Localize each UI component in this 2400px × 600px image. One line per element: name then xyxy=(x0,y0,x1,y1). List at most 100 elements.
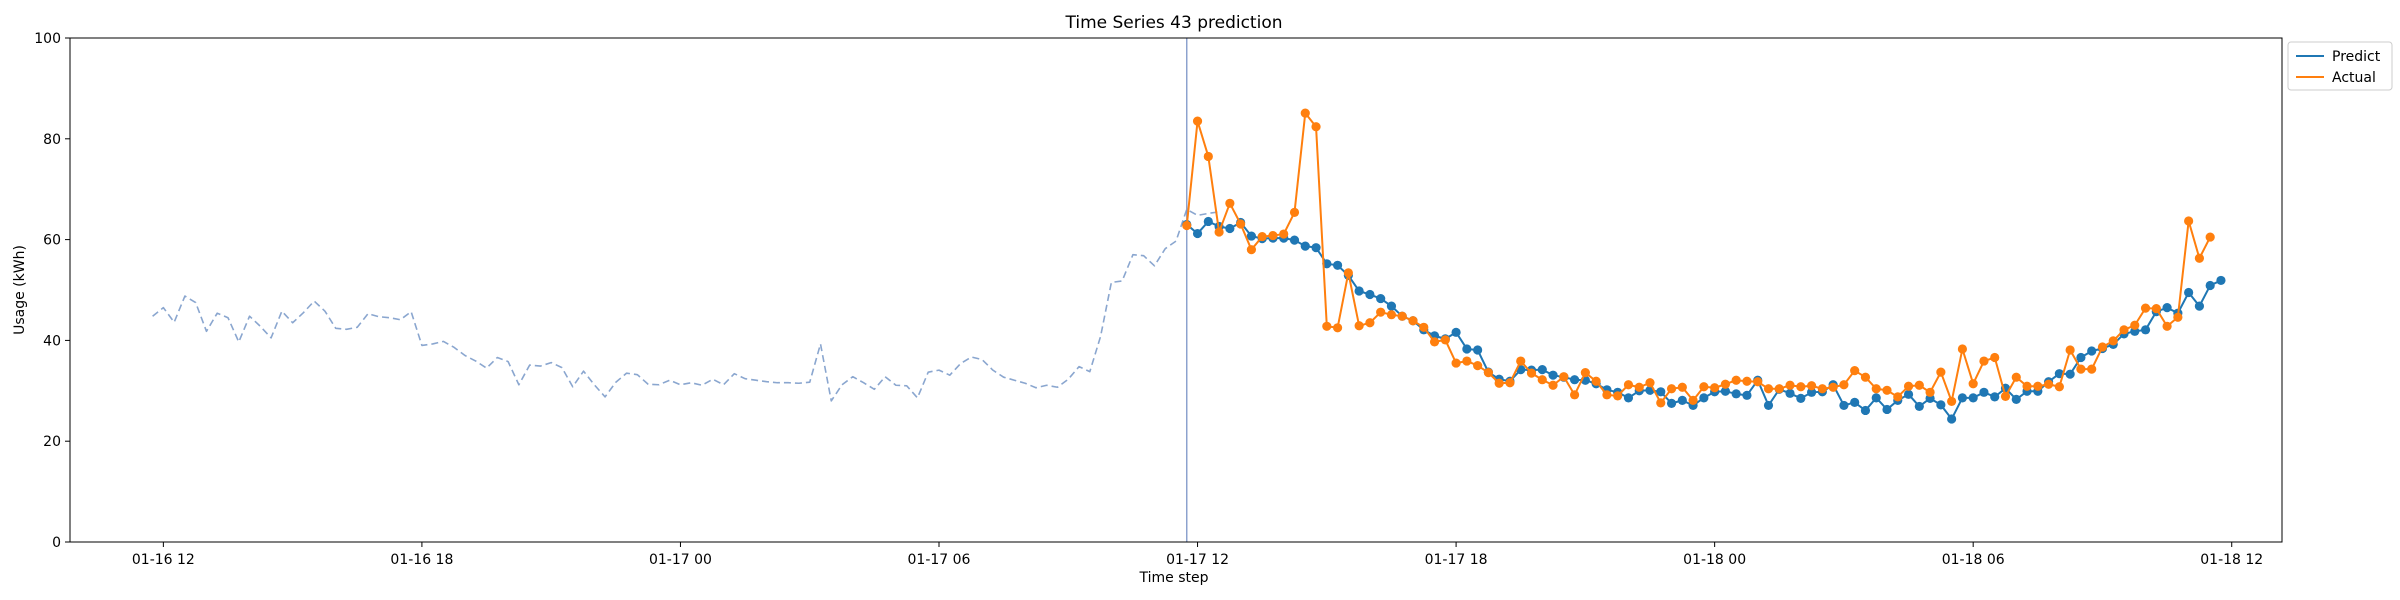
actual-point xyxy=(1246,245,1257,255)
plot-area xyxy=(70,38,2282,542)
predict-point xyxy=(1806,387,1817,397)
predict-point xyxy=(1914,401,1924,412)
actual-point xyxy=(2033,381,2043,391)
actual-point xyxy=(2173,312,2183,322)
predict-point xyxy=(2076,352,2086,363)
actual-point xyxy=(1214,227,1224,237)
y-tick-label: 0 xyxy=(52,535,61,551)
actual-point xyxy=(2011,372,2021,382)
history-line xyxy=(152,208,1220,402)
actual-point xyxy=(1419,322,1429,332)
actual-point xyxy=(1569,390,1580,400)
predict-point xyxy=(1462,344,1472,354)
predict-point xyxy=(1979,387,1989,397)
actual-point xyxy=(1979,356,1989,366)
actual-point xyxy=(1936,367,1946,377)
actual-point xyxy=(1311,122,1321,132)
predict-point xyxy=(1289,235,1300,245)
actual-point xyxy=(2087,364,2097,374)
predict-point xyxy=(1666,398,1677,408)
actual-point xyxy=(2130,320,2140,330)
x-tick-label: 01-18 06 xyxy=(1942,552,2005,568)
predict-point xyxy=(1225,223,1235,234)
predict-point xyxy=(1376,293,1386,304)
actual-point xyxy=(1203,151,1213,162)
predict-point xyxy=(1203,216,1213,227)
predict-point xyxy=(2216,275,2226,286)
predict-point xyxy=(1871,393,1881,403)
actual-point xyxy=(2097,342,2108,352)
predict-point xyxy=(1365,289,1375,300)
actual-point xyxy=(1796,382,1806,392)
actual-point xyxy=(1914,380,1924,390)
legend: Predict Actual xyxy=(2287,41,2393,91)
axes-frame xyxy=(69,37,2283,543)
predict-point xyxy=(1968,393,1978,403)
predict-point xyxy=(1839,400,1849,411)
actual-point xyxy=(1397,311,1407,321)
predict-point xyxy=(1473,345,1483,355)
predict-point xyxy=(2065,369,2075,379)
actual-point xyxy=(1925,387,1935,397)
predict-point xyxy=(1903,389,1914,399)
predict-point xyxy=(1246,231,1257,241)
predict-point xyxy=(1354,286,1364,296)
predict-point xyxy=(1947,414,1957,424)
predict-point xyxy=(2205,280,2215,291)
predict-point xyxy=(1537,365,1547,375)
actual-point xyxy=(2184,216,2194,226)
x-tick-label: 01-17 06 xyxy=(908,552,971,568)
actual-point xyxy=(1473,361,1483,371)
predict-point xyxy=(1785,388,1795,398)
actual-point xyxy=(1903,381,1914,391)
actual-point xyxy=(1623,380,1634,390)
actual-point xyxy=(1462,356,1472,366)
predict-point xyxy=(1936,400,1946,410)
actual-series xyxy=(1182,108,2215,408)
actual-point xyxy=(1763,384,1774,394)
y-axis-label: Usage (kWh) xyxy=(12,245,28,335)
actual-point xyxy=(2054,382,2064,392)
actual-point xyxy=(1440,335,1450,345)
actual-point xyxy=(1289,207,1300,217)
predict-point xyxy=(1311,243,1321,253)
actual-point xyxy=(2151,304,2161,314)
actual-point xyxy=(1548,380,1558,390)
x-tick-label: 01-17 00 xyxy=(649,552,712,568)
actual-point xyxy=(1408,316,1418,326)
actual-point xyxy=(1429,337,1440,347)
actual-point xyxy=(1666,384,1677,394)
predict-point xyxy=(1990,392,2000,402)
actual-point xyxy=(1559,372,1569,382)
predict-point xyxy=(1850,397,1860,407)
predict-point xyxy=(1548,370,1558,380)
actual-point xyxy=(1354,321,1364,331)
x-tick-label: 01-17 12 xyxy=(1166,552,1229,568)
actual-point xyxy=(2119,325,2129,335)
actual-point xyxy=(2000,391,2011,401)
actual-point xyxy=(1279,229,1289,239)
actual-point xyxy=(1839,380,1849,390)
predict-point xyxy=(2011,394,2021,404)
ticks-layer: 0 20 40 60 80 100 01-16 12 01-16 18 01-17 00 01-1… xyxy=(34,31,2263,568)
actual-point xyxy=(1526,368,1537,378)
predict-point xyxy=(1332,260,1343,270)
actual-point xyxy=(1602,390,1612,400)
y-tick-label: 80 xyxy=(43,132,61,148)
actual-point xyxy=(2140,303,2151,313)
actual-point xyxy=(1645,378,1655,388)
actual-point xyxy=(1613,391,1623,401)
predict-point xyxy=(1569,375,1580,385)
actual-point xyxy=(1828,382,1838,392)
predict-point xyxy=(1623,393,1634,403)
x-tick-label: 01-16 12 xyxy=(132,552,195,568)
x-tick-label: 01-16 18 xyxy=(390,552,453,568)
actual-point xyxy=(1871,384,1881,394)
actual-point xyxy=(1990,352,2000,363)
actual-point xyxy=(1225,198,1235,208)
plot-background xyxy=(70,38,2282,542)
x-axis-label: Time step xyxy=(1139,570,1209,586)
actual-point xyxy=(1968,379,1978,389)
series-layer xyxy=(1182,108,2226,424)
